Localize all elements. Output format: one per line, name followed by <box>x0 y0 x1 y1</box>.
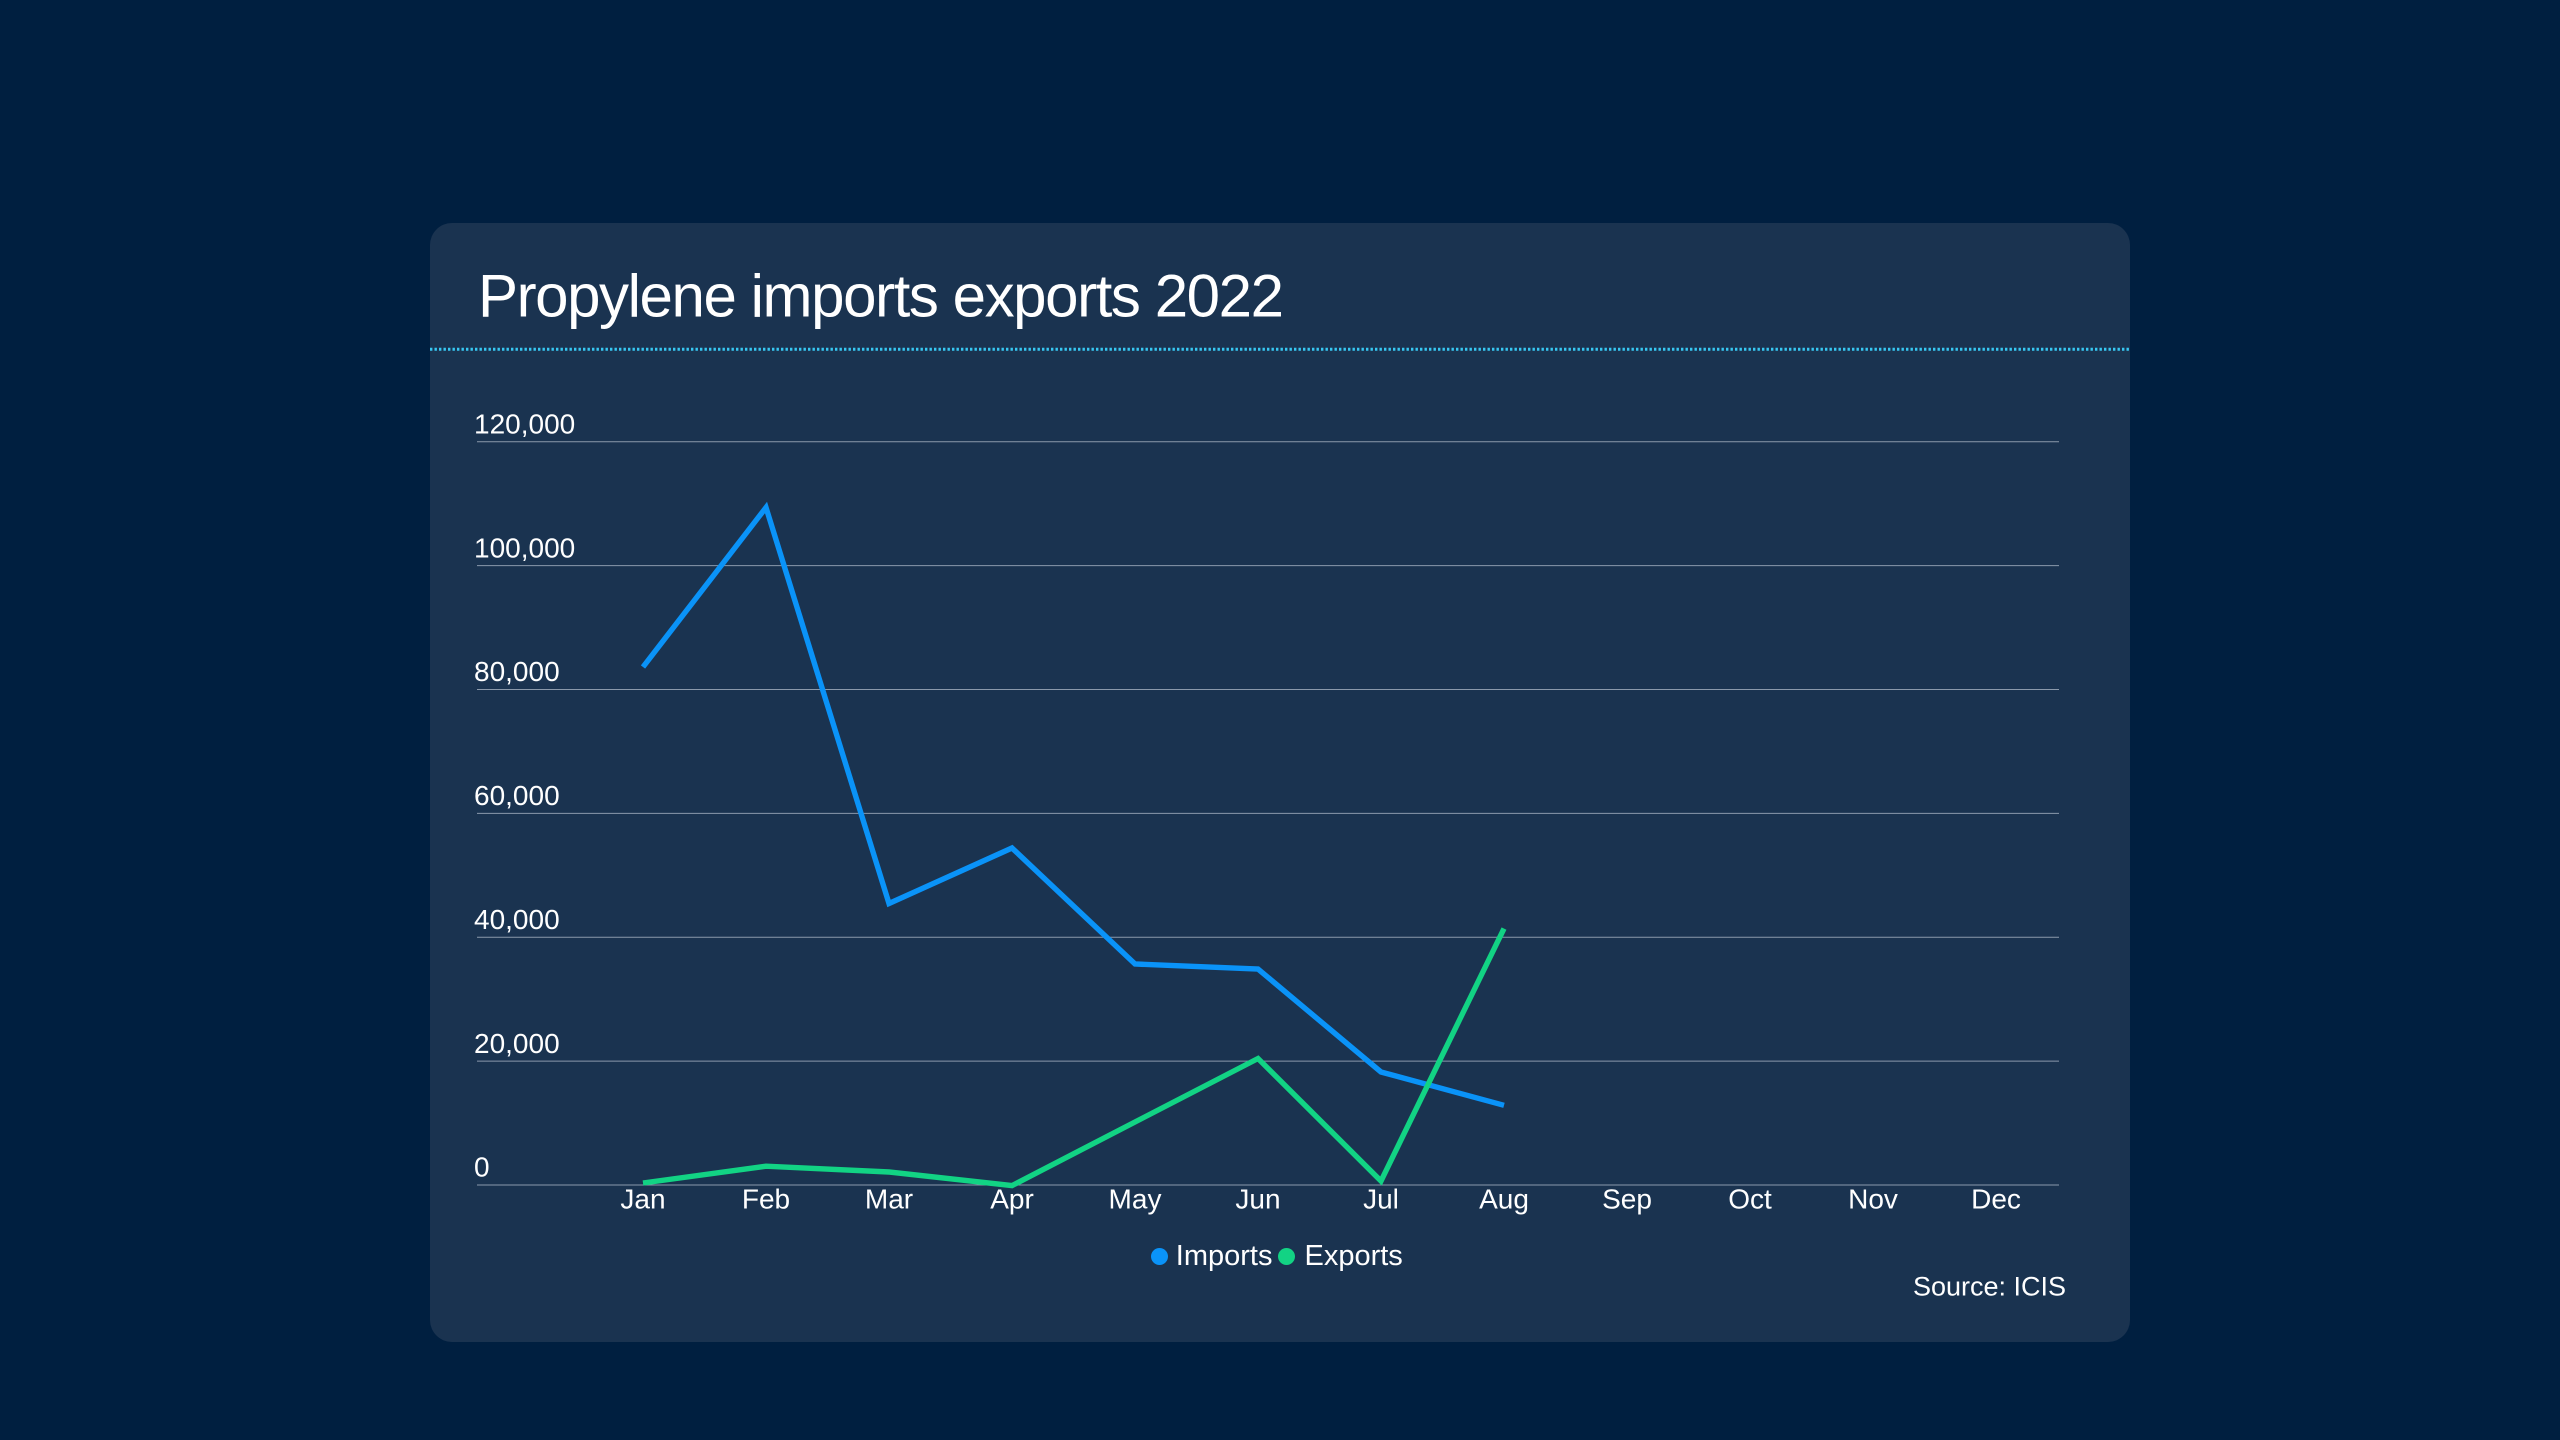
svg-text:120,000: 120,000 <box>474 408 575 439</box>
svg-text:Sep: Sep <box>1602 1184 1652 1215</box>
svg-text:Jan: Jan <box>620 1184 665 1215</box>
svg-text:Apr: Apr <box>990 1184 1034 1215</box>
svg-text:Source: ICIS: Source: ICIS <box>1913 1272 2066 1302</box>
svg-text:Nov: Nov <box>1848 1184 1898 1215</box>
svg-text:Propylene imports exports 2022: Propylene imports exports 2022 <box>478 263 1283 330</box>
svg-text:100,000: 100,000 <box>474 532 575 563</box>
svg-text:Mar: Mar <box>865 1184 913 1215</box>
svg-text:60,000: 60,000 <box>474 780 560 811</box>
svg-text:20,000: 20,000 <box>474 1028 560 1059</box>
svg-text:Aug: Aug <box>1479 1184 1529 1215</box>
svg-text:Jul: Jul <box>1363 1184 1399 1215</box>
svg-text:Dec: Dec <box>1971 1184 2021 1215</box>
svg-text:Jun: Jun <box>1235 1184 1280 1215</box>
svg-text:80,000: 80,000 <box>474 656 560 687</box>
svg-text:Feb: Feb <box>742 1184 790 1215</box>
svg-text:Oct: Oct <box>1728 1184 1772 1215</box>
svg-text:0: 0 <box>474 1152 490 1183</box>
svg-text:40,000: 40,000 <box>474 904 560 935</box>
svg-text:May: May <box>1109 1184 1162 1215</box>
